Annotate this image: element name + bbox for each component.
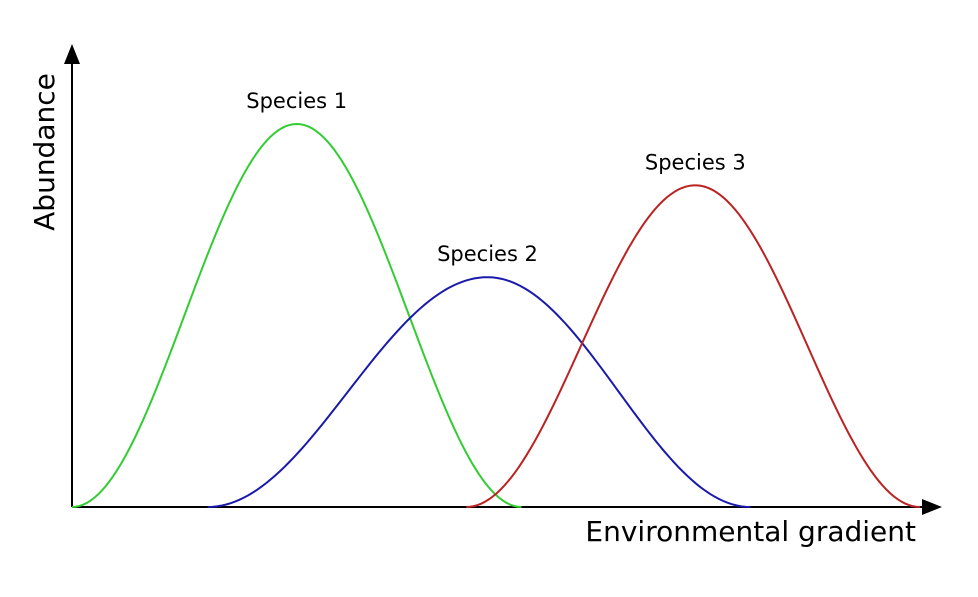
species-2-curve bbox=[207, 276, 751, 508]
species-2-label: Species 2 bbox=[437, 242, 538, 266]
x-axis-label: Environmental gradient bbox=[585, 515, 916, 548]
species-3-curve bbox=[466, 184, 921, 508]
species-1-curve bbox=[71, 122, 522, 508]
species-1-label: Species 1 bbox=[246, 89, 347, 113]
y-axis-label: Abundance bbox=[28, 73, 61, 231]
y-axis-arrow bbox=[64, 44, 80, 64]
x-axis-arrow bbox=[922, 499, 942, 515]
species-3-label: Species 3 bbox=[645, 150, 746, 174]
